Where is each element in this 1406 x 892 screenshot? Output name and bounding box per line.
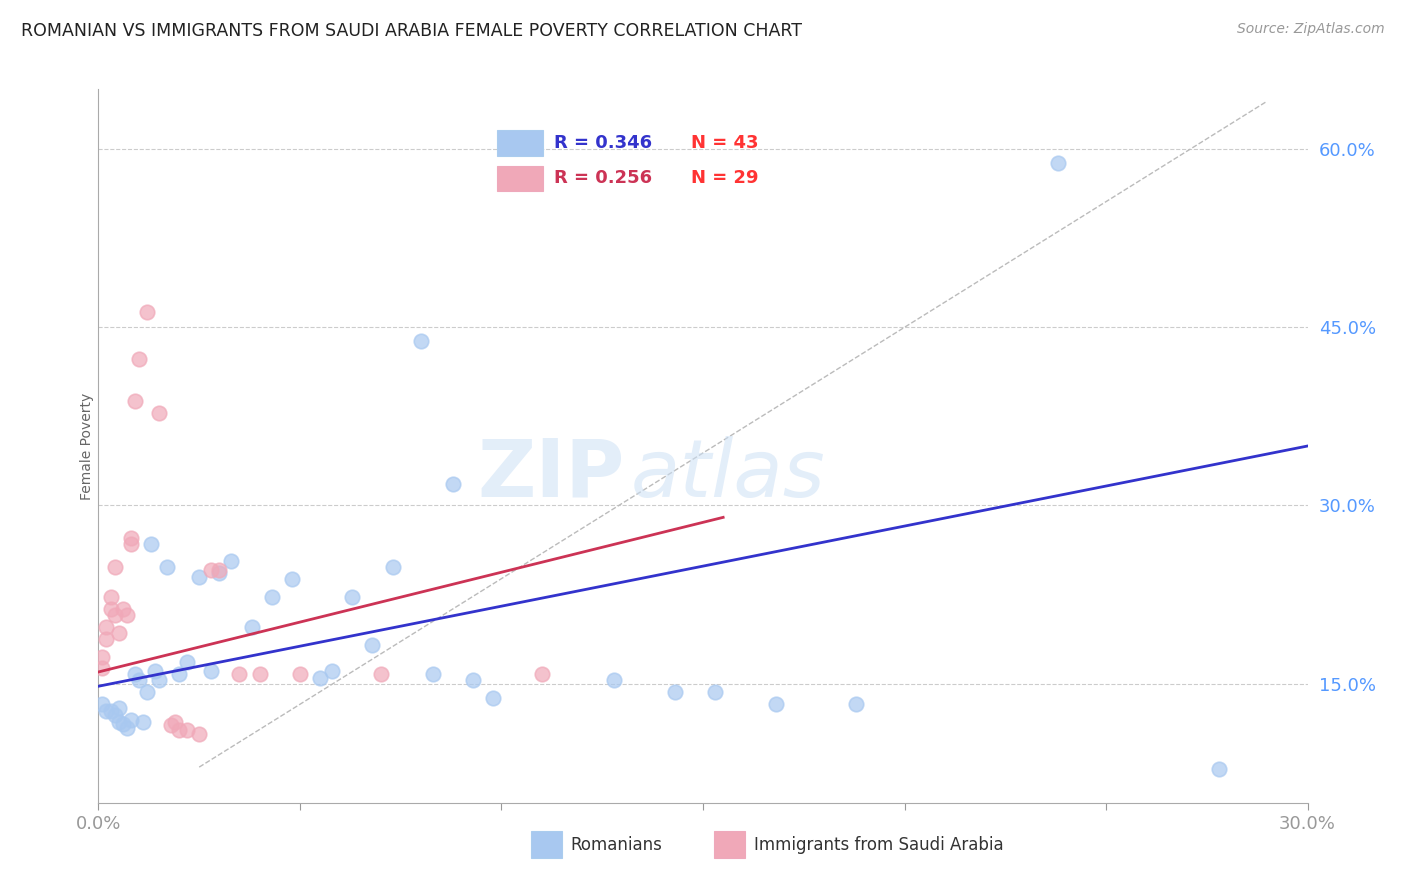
Point (176, 723, 198, 738)
Point (704, 685, 727, 699)
Point (409, 334, 432, 349)
FancyBboxPatch shape (714, 831, 745, 858)
Point (176, 656, 198, 670)
Point (107, 625, 129, 640)
Point (107, 714, 129, 729)
Point (288, 667, 311, 681)
Text: atlas: atlas (630, 435, 825, 514)
Point (1208, 763, 1230, 777)
Point (200, 664, 222, 678)
Point (381, 560, 404, 574)
Point (530, 667, 553, 681)
Point (482, 691, 505, 706)
Point (370, 667, 392, 681)
Point (100, 602, 122, 616)
Point (342, 590, 364, 604)
Text: N = 43: N = 43 (690, 134, 758, 152)
Point (107, 700, 129, 714)
Point (208, 563, 231, 577)
Point (91, 697, 114, 711)
Point (111, 717, 134, 731)
Point (100, 590, 122, 604)
Point (148, 673, 170, 688)
Point (156, 560, 179, 574)
Point (240, 620, 263, 634)
Point (100, 704, 122, 718)
Point (463, 673, 485, 688)
FancyBboxPatch shape (498, 166, 543, 191)
Point (249, 667, 271, 681)
Point (103, 560, 125, 574)
Text: Romanians: Romanians (571, 836, 662, 854)
Point (188, 727, 211, 741)
Point (208, 566, 231, 581)
Point (124, 667, 146, 681)
Text: Immigrants from Saudi Arabia: Immigrants from Saudi Arabia (754, 836, 1004, 854)
Point (188, 570, 211, 584)
Point (103, 607, 125, 622)
Point (361, 638, 384, 652)
Point (167, 723, 190, 738)
Point (309, 671, 332, 685)
Point (124, 393, 146, 408)
Point (221, 554, 243, 568)
FancyBboxPatch shape (531, 831, 562, 858)
Point (765, 697, 787, 711)
Point (422, 667, 444, 681)
Point (260, 590, 283, 604)
Point (281, 572, 304, 586)
Point (603, 673, 626, 688)
Point (91, 649, 114, 664)
Y-axis label: Female Poverty: Female Poverty (80, 392, 94, 500)
Point (148, 406, 170, 420)
Point (135, 304, 157, 318)
Point (120, 536, 142, 550)
Point (120, 713, 142, 727)
Point (96, 620, 118, 634)
Point (441, 477, 464, 491)
Point (163, 714, 186, 729)
Text: N = 29: N = 29 (690, 169, 758, 187)
Point (128, 352, 150, 367)
Point (167, 667, 190, 681)
Text: ZIP: ZIP (477, 435, 624, 514)
Point (200, 563, 222, 577)
Point (132, 714, 155, 729)
Point (103, 707, 125, 722)
Point (96, 632, 118, 646)
Point (321, 664, 343, 678)
Point (115, 721, 138, 735)
Point (160, 718, 183, 732)
Point (1046, 156, 1069, 170)
Point (91, 661, 114, 675)
Point (664, 685, 686, 699)
Point (96, 704, 118, 718)
Text: Source: ZipAtlas.com: Source: ZipAtlas.com (1237, 22, 1385, 37)
Text: ROMANIAN VS IMMIGRANTS FROM SAUDI ARABIA FEMALE POVERTY CORRELATION CHART: ROMANIAN VS IMMIGRANTS FROM SAUDI ARABIA… (21, 22, 801, 40)
Text: R = 0.346: R = 0.346 (554, 134, 652, 152)
Point (128, 673, 150, 688)
Point (139, 536, 162, 550)
FancyBboxPatch shape (498, 130, 543, 155)
Point (111, 602, 134, 616)
Point (143, 664, 166, 678)
Text: R = 0.256: R = 0.256 (554, 169, 652, 187)
Point (120, 531, 142, 545)
Point (115, 607, 138, 622)
Point (845, 697, 868, 711)
Point (135, 685, 157, 699)
Point (228, 667, 250, 681)
